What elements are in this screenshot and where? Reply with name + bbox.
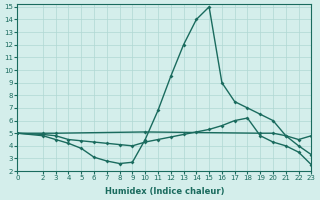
X-axis label: Humidex (Indice chaleur): Humidex (Indice chaleur) <box>105 187 224 196</box>
